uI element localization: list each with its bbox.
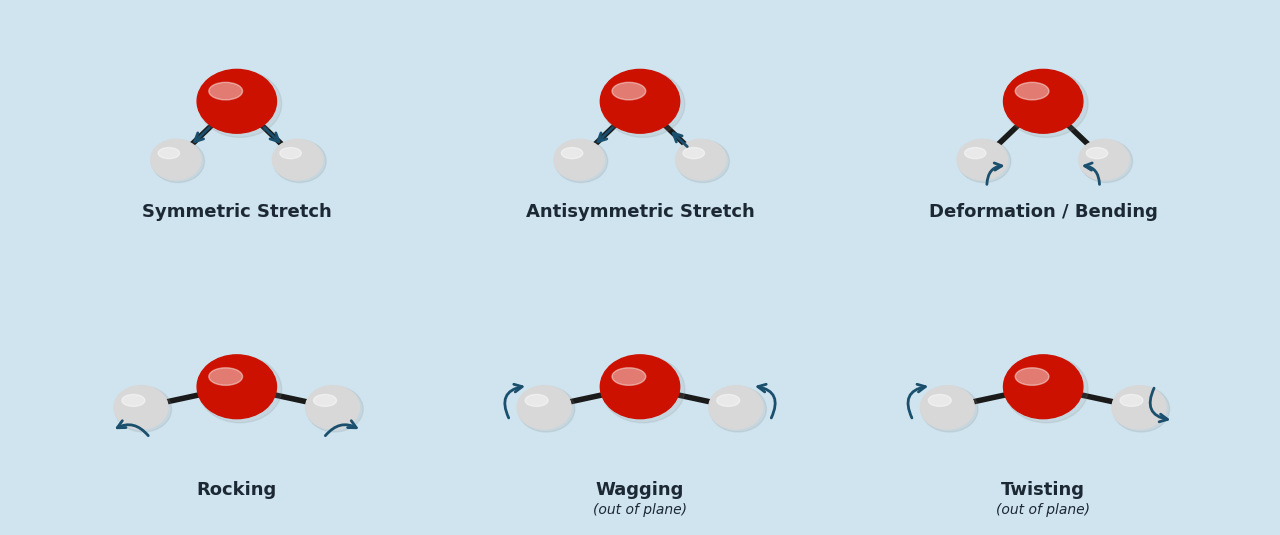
Ellipse shape [957,139,1007,180]
Ellipse shape [612,368,645,385]
Ellipse shape [554,139,604,180]
Ellipse shape [159,148,179,159]
Ellipse shape [1087,148,1107,159]
Text: (out of plane): (out of plane) [996,503,1091,517]
Ellipse shape [314,394,337,407]
Text: Wagging: Wagging [595,481,685,499]
Ellipse shape [306,386,360,429]
Ellipse shape [602,71,685,137]
Ellipse shape [1004,355,1083,419]
Ellipse shape [600,70,680,133]
Text: Deformation / Bending: Deformation / Bending [929,203,1157,221]
Ellipse shape [554,140,608,182]
Ellipse shape [1005,356,1088,423]
Ellipse shape [676,139,726,180]
Ellipse shape [1005,71,1088,137]
Ellipse shape [957,140,1011,182]
Ellipse shape [1079,140,1133,182]
Ellipse shape [602,356,685,423]
Text: (out of plane): (out of plane) [593,503,687,517]
Ellipse shape [562,148,582,159]
Ellipse shape [684,148,704,159]
Ellipse shape [280,148,301,159]
Ellipse shape [1004,70,1083,133]
Ellipse shape [1015,82,1048,100]
Ellipse shape [273,140,326,182]
Ellipse shape [676,140,730,182]
Ellipse shape [612,82,645,100]
Ellipse shape [273,139,323,180]
Ellipse shape [928,394,951,407]
Ellipse shape [114,386,168,429]
Ellipse shape [209,368,242,385]
Ellipse shape [709,386,763,429]
Ellipse shape [518,386,575,432]
Ellipse shape [922,386,978,432]
Ellipse shape [197,70,276,133]
Ellipse shape [600,355,680,419]
Ellipse shape [151,139,201,180]
Ellipse shape [1079,139,1129,180]
Ellipse shape [965,148,986,159]
Ellipse shape [197,355,276,419]
Ellipse shape [709,386,767,432]
Ellipse shape [1015,368,1048,385]
Text: Rocking: Rocking [197,481,276,499]
Ellipse shape [115,386,172,432]
Ellipse shape [1120,394,1143,407]
Ellipse shape [151,140,205,182]
Ellipse shape [517,386,571,429]
Ellipse shape [198,71,282,137]
Ellipse shape [1112,386,1170,432]
Ellipse shape [1112,386,1166,429]
Text: Twisting: Twisting [1001,481,1085,499]
Ellipse shape [209,82,242,100]
Text: Antisymmetric Stretch: Antisymmetric Stretch [526,203,754,221]
Ellipse shape [198,356,282,423]
Ellipse shape [717,394,740,407]
Ellipse shape [122,394,145,407]
Ellipse shape [920,386,974,429]
Ellipse shape [525,394,548,407]
Text: Symmetric Stretch: Symmetric Stretch [142,203,332,221]
Ellipse shape [306,386,364,432]
